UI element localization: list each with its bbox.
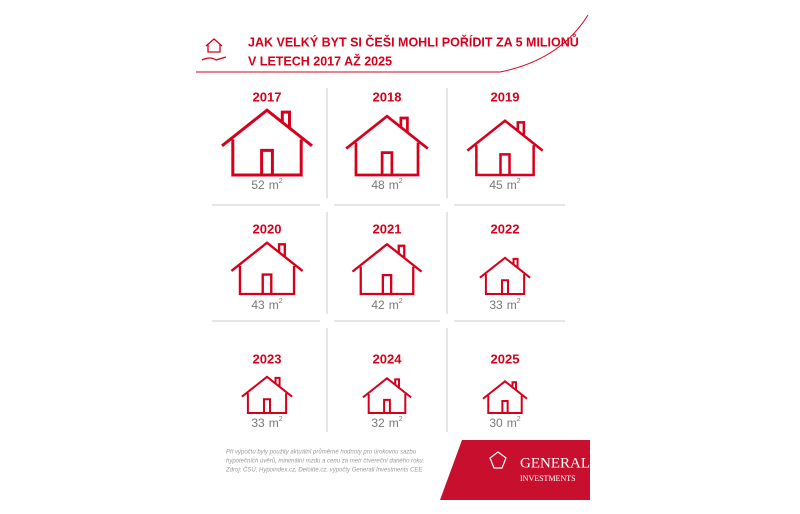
logo-lion <box>489 451 507 469</box>
value-number: 48 <box>371 178 385 192</box>
footnote: Zdroj: ČSÚ, Hypoindex.cz, Deloitte.cz, v… <box>225 467 423 474</box>
house <box>221 108 313 177</box>
value-unit: m <box>269 416 279 430</box>
footnote: Při výpočtu byly použity aktuální průměr… <box>226 449 417 456</box>
value-label: 33 m2 <box>489 298 520 312</box>
value-label: 32 m2 <box>371 416 402 430</box>
value-unit-exponent: 2 <box>279 298 283 305</box>
title-line: V LETECH 2017 AŽ 2025 <box>248 53 392 68</box>
value-unit: m <box>507 178 517 192</box>
value-unit-exponent: 2 <box>517 298 521 305</box>
value-number: 43 <box>251 298 265 312</box>
logo-block <box>440 440 590 500</box>
logo-name: GENERALI <box>520 455 595 471</box>
grid-separators <box>212 88 565 432</box>
value-label: 30 m2 <box>489 416 520 430</box>
value-number: 52 <box>251 178 265 192</box>
value-unit-exponent: 2 <box>279 178 283 185</box>
year-label: 2024 <box>373 351 403 366</box>
value-unit-exponent: 2 <box>399 178 403 185</box>
year-label: 2022 <box>491 221 520 236</box>
value-label: 43 m2 <box>251 298 282 312</box>
value-unit: m <box>507 298 517 312</box>
value-number: 42 <box>371 298 385 312</box>
house <box>466 119 544 177</box>
house <box>351 242 423 296</box>
value-unit: m <box>389 416 399 430</box>
value-number: 45 <box>489 178 503 192</box>
title-line: JAK VELKÝ BYT SI ČEŠI MOHLI POŘÍDIT ZA 5… <box>248 33 579 49</box>
year-label: 2021 <box>373 221 402 236</box>
year-label: 2023 <box>253 351 282 366</box>
house <box>479 256 531 295</box>
value-label: 42 m2 <box>371 298 402 312</box>
house <box>345 114 429 177</box>
house <box>241 375 293 414</box>
year-label: 2018 <box>373 89 402 104</box>
value-unit-exponent: 2 <box>517 178 521 185</box>
header-curve <box>196 14 589 73</box>
value-label: 45 m2 <box>489 178 520 192</box>
value-unit: m <box>507 416 517 430</box>
year-label: 2020 <box>253 221 282 236</box>
value-unit-exponent: 2 <box>399 416 403 423</box>
footnote: hypotečních úvěrů, minimální mzdu a cenu… <box>226 458 424 465</box>
value-number: 30 <box>489 416 503 430</box>
year-label: 2019 <box>491 89 520 104</box>
house <box>482 380 528 414</box>
value-number: 32 <box>371 416 385 430</box>
header-icon <box>201 38 227 61</box>
value-unit: m <box>389 178 399 192</box>
value-unit: m <box>269 178 279 192</box>
value-label: 52 m2 <box>251 178 282 192</box>
value-unit-exponent: 2 <box>399 298 403 305</box>
year-label: 2017 <box>253 89 282 104</box>
value-unit-exponent: 2 <box>279 416 283 423</box>
value-number: 33 <box>251 416 265 430</box>
value-label: 33 m2 <box>251 416 282 430</box>
year-label: 2025 <box>491 351 520 366</box>
house <box>362 377 412 414</box>
value-unit: m <box>269 298 279 312</box>
value-label: 48 m2 <box>371 178 402 192</box>
logo-subtitle: INVESTMENTS <box>520 474 576 483</box>
house <box>230 241 304 296</box>
value-unit-exponent: 2 <box>517 416 521 423</box>
value-unit: m <box>389 298 399 312</box>
value-number: 33 <box>489 298 503 312</box>
